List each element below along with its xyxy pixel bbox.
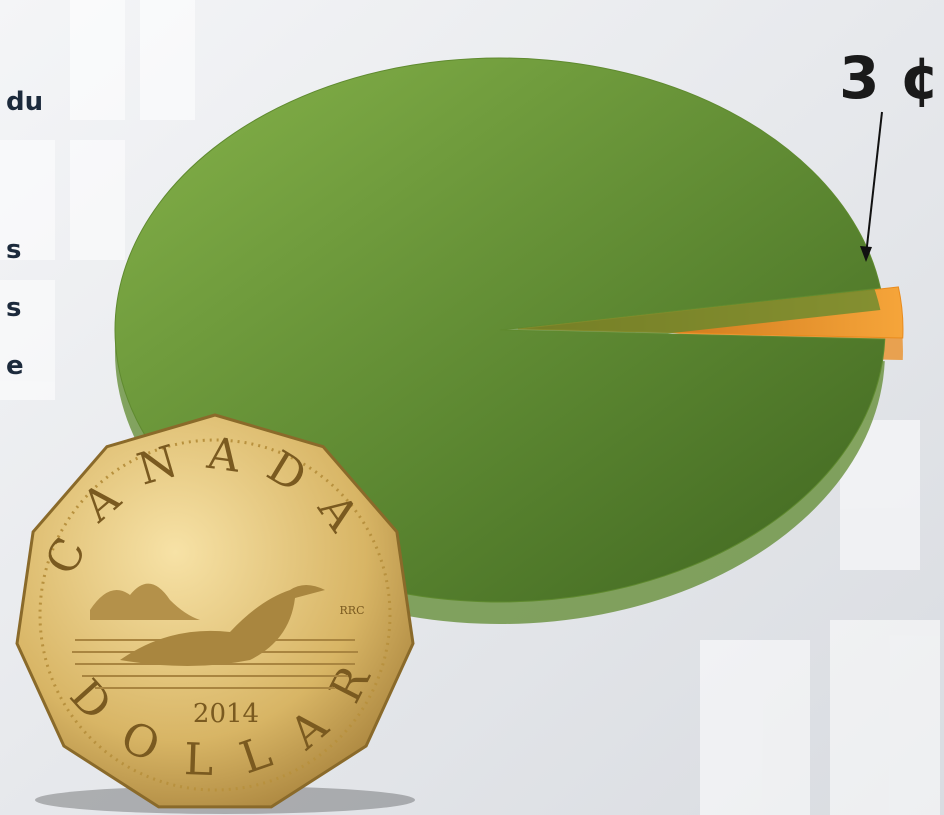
side-text-line: e — [6, 351, 24, 381]
slice-label: 3 ¢ — [839, 44, 940, 112]
side-text-line: du — [6, 87, 43, 117]
side-text-line: s — [6, 293, 21, 323]
coin-beads — [38, 438, 392, 792]
coin-year: 2014 — [193, 699, 259, 729]
arrow-line — [865, 111, 883, 256]
coin-island — [90, 583, 200, 620]
side-text-line: s — [6, 235, 21, 265]
coin: CANADA DOLLAR 2014 RRC — [15, 413, 415, 814]
arrow-head — [860, 246, 872, 262]
coin-loon — [120, 585, 325, 666]
coin-body — [15, 413, 415, 809]
coin-initials: RRC — [340, 604, 365, 617]
side-text: du s s e — [6, 87, 43, 381]
